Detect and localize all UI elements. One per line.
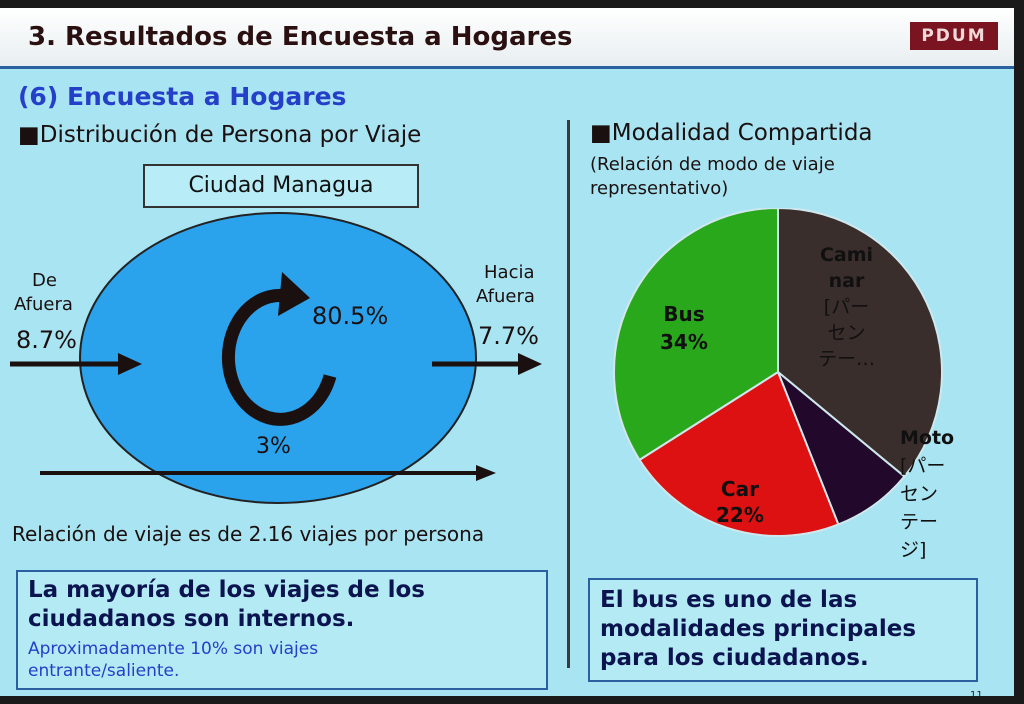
car-label-value: 22% [716, 503, 764, 527]
left-summary-detail-1: Aproximadamente 10% son viajes [28, 639, 319, 659]
distribution-title: ■Distribución de Persona por Viaje [18, 122, 422, 148]
slide-title: 3. Resultados de Encuesta a Hogares [28, 22, 573, 52]
caminar-label: Cami nar [パー セン テー… [818, 242, 875, 372]
internal-percent: 80.5% [312, 302, 389, 330]
moto-label-line: [パー [900, 455, 946, 477]
slide: 3. Resultados de Encuesta a Hogares PDUM… [0, 8, 1014, 696]
city-box: Ciudad Managua [143, 164, 419, 208]
internal-cycle-arrowhead [278, 272, 310, 316]
out-percent: 7.7% [478, 322, 539, 350]
caminar-label-line: nar [828, 270, 865, 292]
pie-slice-bus [613, 208, 779, 462]
slide-header: 3. Resultados de Encuesta a Hogares PDUM [0, 8, 1014, 69]
through-percent: 3% [256, 434, 291, 459]
left-summary-title-2: ciudadanos son internos. [28, 606, 355, 632]
bus-label-name: Bus [663, 302, 705, 326]
internal-cycle-arrow [221, 288, 337, 426]
right-summary-line-3: para los ciudadanos. [600, 645, 869, 671]
caminar-label-line: [パー [823, 296, 870, 318]
pdum-logo: PDUM [910, 22, 998, 50]
page-number: 11 [970, 690, 983, 696]
moto-label: Moto [パー セン テー ジ] [900, 424, 954, 564]
right-summary-line-1: El bus es uno de las [600, 587, 858, 613]
left-summary-title-1: La mayoría de los viajes de los [28, 577, 425, 603]
pie-slice-camin [777, 208, 943, 478]
in-label-line2: Afuera [14, 294, 73, 315]
pie-slice-car [638, 370, 840, 537]
incoming-arrowhead [118, 353, 142, 375]
modality-caption-1: (Relación de modo de viaje [590, 154, 835, 175]
trip-ratio-note: Relación de viaje es de 2.16 viajes por … [12, 522, 485, 546]
moto-label-line: セン [900, 483, 939, 505]
trip-distribution-diagram [10, 212, 542, 504]
city-ellipse [79, 212, 477, 504]
moto-label-line: テー [900, 511, 939, 533]
through-arrowhead [476, 465, 496, 481]
out-label-line1: Hacia [484, 262, 535, 283]
car-label-name: Car [720, 477, 759, 501]
section-subtitle: (6) Encuesta a Hogares [18, 82, 347, 111]
modality-pie-chart [613, 208, 943, 537]
left-summary-detail-2: entrante/saliente. [28, 661, 180, 681]
caminar-label-line: テー… [818, 348, 876, 370]
outgoing-arrowhead [518, 353, 542, 375]
car-label: Car 22% [716, 476, 764, 528]
moto-label-line: ジ] [900, 539, 927, 561]
left-summary-box: La mayoría de los viajes de los ciudadan… [16, 570, 548, 690]
panel-divider [567, 120, 570, 668]
caminar-label-line: Cami [819, 244, 874, 266]
out-label-line2: Afuera [476, 286, 535, 307]
in-label-line1: De [32, 270, 57, 291]
bus-label-value: 34% [660, 330, 708, 354]
in-percent: 8.7% [16, 326, 77, 354]
caminar-label-line: セン [827, 322, 866, 344]
modality-caption-2: representativo) [590, 178, 729, 199]
right-summary-line-2: modalidades principales [600, 616, 917, 642]
moto-label-line: Moto [900, 427, 955, 449]
modality-title: ■Modalidad Compartida [590, 120, 873, 146]
right-summary-box: El bus es uno de las modalidades princip… [588, 578, 978, 682]
bus-label: Bus 34% [660, 300, 708, 356]
